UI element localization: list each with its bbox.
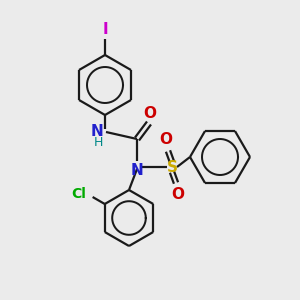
Text: O: O — [160, 132, 172, 147]
Text: N: N — [90, 124, 103, 139]
Text: I: I — [102, 22, 108, 37]
Text: S: S — [167, 160, 178, 175]
Text: H: H — [94, 136, 103, 149]
Text: O: O — [172, 187, 184, 202]
Text: Cl: Cl — [71, 187, 86, 201]
Text: O: O — [143, 106, 157, 121]
Text: N: N — [130, 163, 143, 178]
